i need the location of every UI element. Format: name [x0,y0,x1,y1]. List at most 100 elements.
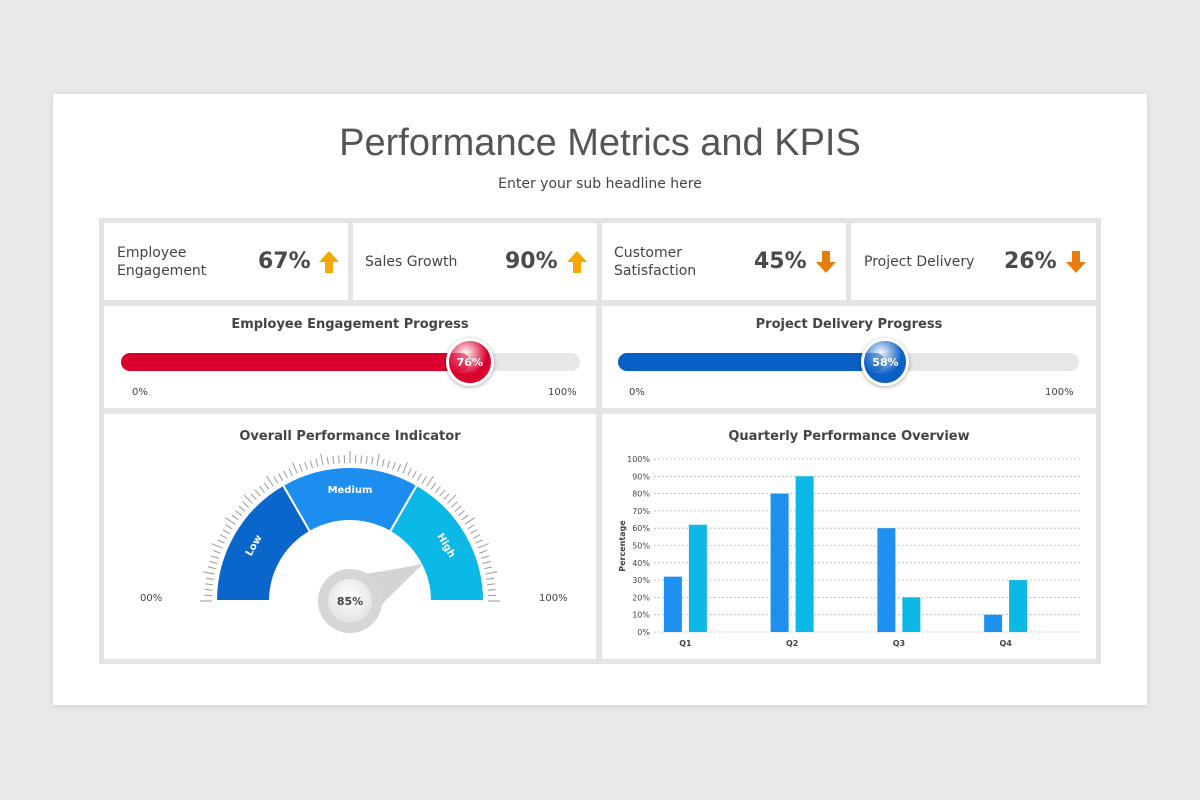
gauge-tick [315,458,319,467]
y-axis-label: Percentage [618,520,627,572]
gauge-tick [298,463,303,472]
gauge-tick [402,462,408,474]
y-tick-label: 50% [632,542,650,551]
gauge-tick [447,494,457,504]
progress-value: 58% [872,355,899,369]
gauge-tick [259,486,265,493]
gauge-tick [338,455,340,464]
gauge-tick [254,489,261,497]
overall-performance-panel: Overall Performance Indicator Low Medium… [104,414,596,659]
progress-max-label: 100% [1045,387,1074,398]
progress-max-label: 100% [548,387,577,398]
gauge-tick [472,534,481,539]
gauge-tick [477,543,489,549]
quarterly-performance-panel: Quarterly Performance Overview Percentag… [602,414,1096,659]
progress-fill [121,353,470,371]
gauge-tick [421,476,427,484]
gauge-tick [407,468,412,476]
x-tick-label: Q3 [893,639,905,648]
progress-knob[interactable]: 58% [861,338,910,386]
gauge-tick [288,468,293,476]
chart-title: Quarterly Performance Overview [728,429,970,444]
gauge-tick [486,577,495,580]
gauge-tick [439,489,446,497]
page-subtitle: Enter your sub headline here [498,176,702,192]
gauge-tick [479,549,488,554]
gauge-tick [426,476,434,487]
gauge-max-label: 100% [539,593,568,604]
gauge-tick [209,560,218,565]
gauge-tick [450,501,458,508]
kpi-label: Employee Engagement [117,244,207,279]
gauge-label-medium: Medium [328,485,373,496]
gauge-tick [360,455,362,464]
gauge-tick [365,455,368,465]
bar-q3-series-1 [877,528,896,632]
kpi-label: Sales Growth [365,253,458,270]
x-tick-label: Q1 [679,639,692,648]
arrow-up-icon [567,251,587,273]
gauge-tick [482,560,491,565]
gauge-value: 85% [337,595,363,608]
gauge-tick [204,589,213,591]
kpi-value: 67% [258,249,311,274]
gauge-tick [273,476,279,484]
gauge-tick [205,577,214,580]
gauge-tick [212,549,221,554]
gauge-tick [461,514,469,521]
gauge-tick [397,463,402,472]
gauge-tick [486,583,496,586]
kpi-card-customer-satisfaction: Customer Satisfaction 45% [602,223,846,300]
progress-min-label: 0% [132,387,148,398]
gauge-tick [278,473,284,481]
kpi-card-sales-growth: Sales Growth 90% [353,223,597,300]
bar-q2-series-2 [795,476,814,632]
gauge-tick [320,453,324,466]
kpi-value: 26% [1004,249,1057,274]
quarterly-bar-chart: Percentage 0% 10% 20% 30% 40% 50% 60% 70% 80% 90%… [618,455,1081,648]
progress-min-label: 0% [629,387,645,398]
project-delivery-progress-panel: Project Delivery Progress 58% 0% 100% [602,306,1096,408]
kpi-card-project-delivery: Project Delivery 26% [851,223,1096,300]
kpi-value: 45% [754,249,807,274]
gauge-tick [332,455,335,465]
gauge-tick [416,473,422,481]
gauge-tick [250,493,257,501]
x-tick-label: Q4 [999,639,1012,648]
arrow-down-icon [1066,251,1086,273]
gauge-tick [464,517,475,525]
gauge-tick [376,453,380,466]
gauge-tick [211,543,223,549]
kpi-value: 90% [505,249,558,274]
gauge-tick [443,493,450,501]
gauge-tick [475,539,483,544]
gauge-tick [487,589,496,591]
gauge-tick [238,505,246,512]
kpi-label: Project Delivery [864,253,975,270]
gauge-ticks [200,451,500,602]
gauge-tick [210,555,219,559]
kpi-label: Customer Satisfaction [614,244,697,279]
gauge-tick [484,566,493,570]
bar-q4-series-1 [984,614,1003,632]
gauge-tick [430,482,437,490]
x-tick-label: Q2 [786,639,798,648]
gauge-tick [326,456,329,465]
kpi-card-employee-engagement: Employee Engagement 67% [104,223,348,300]
progress-track [618,353,1079,371]
gauge-tick [381,458,385,467]
y-tick-label: 40% [632,559,650,568]
gauge-tick [412,470,417,479]
gauge-tick [242,501,250,508]
gauge-tick [222,529,230,535]
gauge-tick [202,571,215,575]
progress-track [121,353,580,371]
arrow-down-icon [816,251,836,273]
gauge-min-label: 00% [140,593,162,604]
performance-gauge: Low Medium High 85% 00% 100% [140,451,568,641]
progress-knob[interactable]: 76% [445,338,494,386]
gauge-tick [309,460,314,469]
gauge-tick [263,482,270,490]
panel-title: Project Delivery Progress [755,317,943,332]
bar-q1-series-2 [688,524,707,632]
